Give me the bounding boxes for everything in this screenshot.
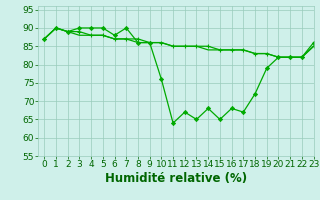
X-axis label: Humidité relative (%): Humidité relative (%) <box>105 172 247 185</box>
